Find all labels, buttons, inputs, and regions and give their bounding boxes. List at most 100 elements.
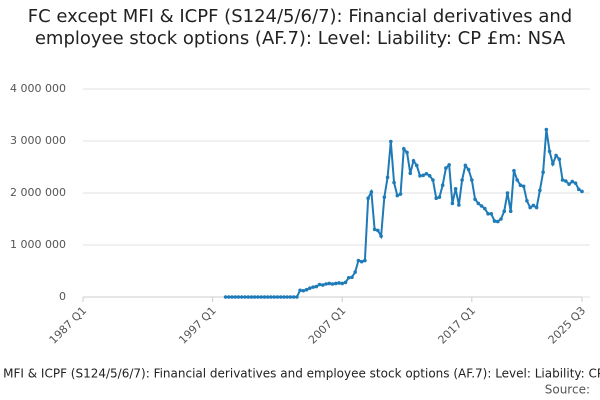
data-point xyxy=(353,270,357,274)
data-point xyxy=(256,295,260,299)
data-point xyxy=(567,182,571,186)
data-point xyxy=(285,295,289,299)
data-point xyxy=(444,166,448,170)
data-point xyxy=(282,295,286,299)
data-point xyxy=(340,281,345,286)
data-point xyxy=(343,280,348,285)
source: Source: xyxy=(545,383,590,397)
data-point xyxy=(311,285,315,289)
data-point xyxy=(580,189,584,194)
data-point xyxy=(466,167,471,172)
data-point xyxy=(401,147,406,151)
data-point xyxy=(262,295,267,299)
data-point xyxy=(249,295,254,299)
data-point xyxy=(405,150,409,155)
data-point xyxy=(317,282,322,287)
data-point xyxy=(492,219,497,223)
y-tick-label: 1 000 000 xyxy=(10,238,66,251)
data-point xyxy=(434,196,438,200)
chart-title: FC except MFI & ICPF (S124/5/6/7): Finan… xyxy=(27,6,573,49)
data-point xyxy=(502,209,507,213)
x-tick-label: 1997 Q1 xyxy=(176,304,219,347)
data-point xyxy=(291,295,296,299)
data-point xyxy=(447,163,451,167)
data-point xyxy=(570,179,575,184)
data-point xyxy=(350,275,354,280)
data-point xyxy=(314,284,319,289)
data-point xyxy=(505,191,510,195)
data-point xyxy=(470,178,474,182)
data-point xyxy=(521,184,526,189)
data-point xyxy=(476,201,481,206)
data-point xyxy=(486,212,490,216)
data-point xyxy=(473,197,477,202)
data-point xyxy=(408,171,413,176)
data-point xyxy=(544,127,549,132)
data-point xyxy=(320,283,325,287)
data-point xyxy=(573,181,578,185)
data-point xyxy=(382,195,387,199)
data-point xyxy=(576,187,581,192)
data-point xyxy=(418,174,422,178)
data-point xyxy=(230,295,234,299)
data-point xyxy=(298,288,302,293)
data-point xyxy=(252,295,257,299)
data-point xyxy=(295,295,299,299)
data-point xyxy=(369,190,374,194)
data-point xyxy=(437,195,442,199)
y-tick-label: 4 000 000 xyxy=(10,82,66,95)
data-point xyxy=(557,157,562,161)
data-point xyxy=(275,295,280,299)
x-tick-label: 1987 Q1 xyxy=(47,304,90,347)
data-point xyxy=(236,295,241,299)
data-point xyxy=(223,295,228,299)
data-point xyxy=(376,228,380,233)
data-point xyxy=(337,281,341,285)
data-point xyxy=(421,173,426,178)
data-point xyxy=(479,204,484,208)
data-point xyxy=(272,295,276,299)
data-point xyxy=(525,199,529,203)
data-point xyxy=(265,295,270,299)
data-point xyxy=(547,149,552,154)
data-point xyxy=(239,295,244,299)
data-point xyxy=(233,295,238,299)
data-point xyxy=(379,234,383,238)
data-point xyxy=(324,282,328,286)
data-point xyxy=(389,139,393,144)
data-point xyxy=(301,288,306,293)
data-point xyxy=(457,203,461,207)
data-point xyxy=(551,162,555,166)
data-point xyxy=(531,203,536,208)
data-point xyxy=(304,287,309,292)
data-point xyxy=(385,175,390,180)
data-point xyxy=(288,295,293,299)
data-point xyxy=(308,286,312,290)
data-point xyxy=(538,188,542,193)
data-point xyxy=(411,158,416,163)
data-point xyxy=(482,206,487,211)
data-point xyxy=(463,163,468,168)
data-point xyxy=(508,209,513,213)
data-point xyxy=(450,201,455,206)
data-point xyxy=(269,295,273,299)
data-point xyxy=(460,178,464,182)
y-tick-label: 2 000 000 xyxy=(10,186,66,199)
data-point xyxy=(431,178,435,182)
data-point xyxy=(495,219,500,224)
data-point xyxy=(227,295,231,299)
data-point xyxy=(395,193,400,198)
data-point xyxy=(327,281,332,286)
data-point xyxy=(554,153,558,158)
y-tick-label: 3 000 000 xyxy=(10,134,66,147)
data-point xyxy=(515,178,519,182)
data-point xyxy=(392,180,396,185)
data-point xyxy=(333,281,338,286)
data-point xyxy=(453,187,458,191)
data-point xyxy=(541,170,545,174)
data-point xyxy=(346,275,351,280)
data-point xyxy=(499,217,503,221)
data-point xyxy=(278,295,283,299)
